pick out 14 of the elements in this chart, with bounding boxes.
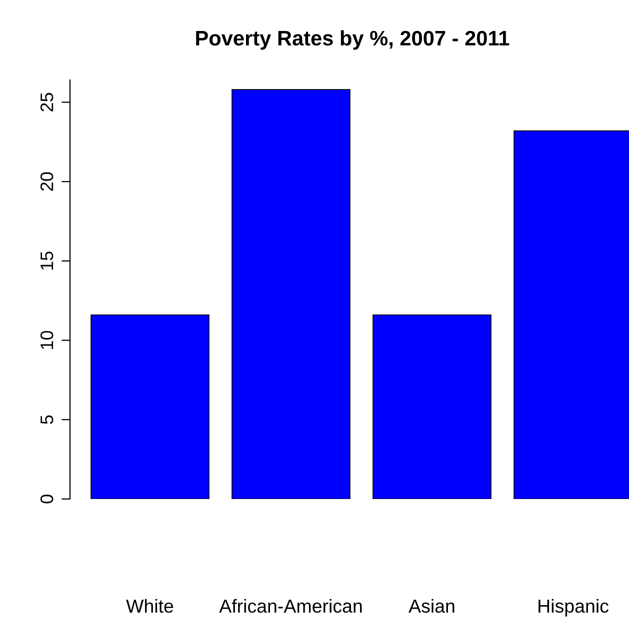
y-tick-label: 25 xyxy=(40,92,54,112)
y-tick-label: 10 xyxy=(40,330,54,349)
x-tick-label: Hispanic xyxy=(538,599,608,616)
x-tick-label: African-American xyxy=(219,599,362,613)
x-tick-label: White xyxy=(126,599,174,613)
bar xyxy=(90,314,210,499)
y-tick-label: 0 xyxy=(40,494,54,504)
y-tick-label: 15 xyxy=(40,252,54,270)
x-tick-label: Asian xyxy=(408,599,454,613)
bar xyxy=(232,89,350,499)
chart-title: Poverty Rates by %, 2007 - 2011 xyxy=(196,30,510,50)
bar xyxy=(372,314,492,499)
y-tick-label: 5 xyxy=(40,415,54,424)
y-tick-label: 20 xyxy=(40,172,54,191)
